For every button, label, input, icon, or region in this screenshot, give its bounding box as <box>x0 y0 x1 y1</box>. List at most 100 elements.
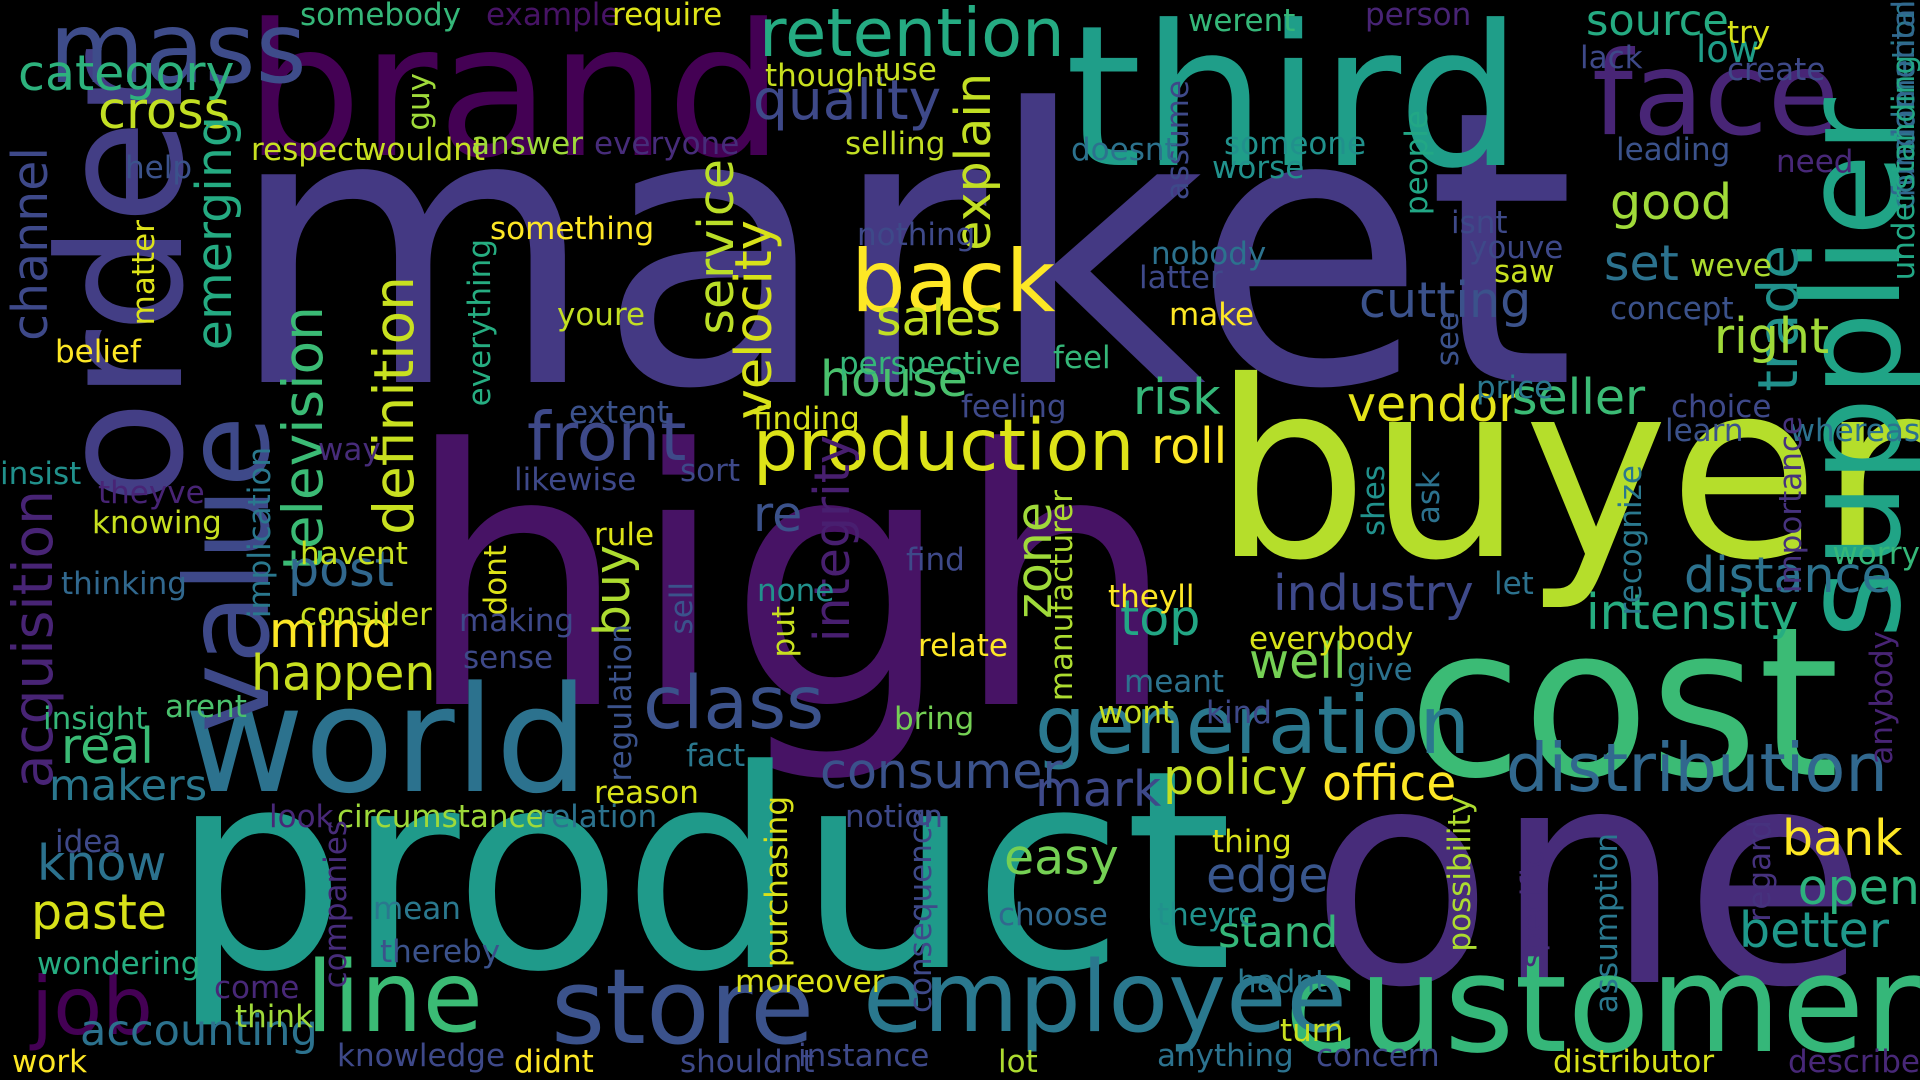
word-knowledge: knowledge <box>337 1038 506 1074</box>
word-create: create <box>1727 52 1826 88</box>
word-possibility: possibility <box>1442 796 1478 952</box>
word-high: high <box>404 374 1178 788</box>
word-emerging: emerging <box>186 116 243 351</box>
word-answer: answer <box>471 126 583 162</box>
word-cutting: cutting <box>1359 272 1532 329</box>
word-regard: regard <box>1742 820 1778 922</box>
word-better: better <box>1739 902 1889 959</box>
word-sell: sell <box>664 582 700 635</box>
word-try: try <box>1727 15 1771 51</box>
word-look: look <box>269 799 334 835</box>
word-policy: policy <box>1163 749 1308 806</box>
word-worry: worry <box>1832 536 1920 572</box>
word-mind: mind <box>269 602 393 659</box>
word-recognize: recognize <box>1613 465 1649 616</box>
word-implication: implication <box>242 447 278 619</box>
word-makers: makers <box>49 761 208 811</box>
word-job: job <box>31 960 153 1053</box>
word-choice: choice <box>1671 389 1772 425</box>
word-let: let <box>1494 566 1534 602</box>
word-quality: quality <box>753 68 942 132</box>
word-didnt: didnt <box>514 1044 594 1080</box>
word-find: find <box>906 542 965 578</box>
word-sort: sort <box>680 453 741 489</box>
word-happen: happen <box>251 645 436 702</box>
word-give: give <box>1347 652 1413 688</box>
word-back: back <box>851 232 1056 332</box>
word-top: top <box>1120 590 1201 647</box>
word-fact: fact <box>686 738 746 774</box>
word-nobody: nobody <box>1151 236 1267 272</box>
word-someone: someone <box>1224 126 1367 162</box>
word-distribution: distribution <box>1506 729 1888 807</box>
word-doesnt: doesnt <box>1071 132 1177 168</box>
word-isnt: isnt <box>1451 205 1508 241</box>
word-work: work <box>12 1044 88 1080</box>
word-youre: youre <box>557 297 646 333</box>
word-none: none <box>757 573 835 609</box>
word-leading: leading <box>1616 132 1731 168</box>
word-production: production <box>753 404 1135 487</box>
word-theyve: theyve <box>98 475 205 511</box>
word-relation: relation <box>539 799 658 835</box>
word-store: store <box>551 946 815 1068</box>
word-think: think <box>235 999 314 1035</box>
word-see: see <box>1430 312 1466 367</box>
word-assumption: assumption <box>1589 833 1625 1014</box>
word-paste: paste <box>31 884 168 941</box>
word-ask: ask <box>1411 471 1447 525</box>
word-set: set <box>1604 235 1679 292</box>
word-somebody: somebody <box>300 0 462 33</box>
word-hadnt: hadnt <box>1237 964 1328 1000</box>
word-regulation: regulation <box>603 624 639 782</box>
word-something: something <box>490 211 655 247</box>
word-vendor: vendor <box>1347 376 1519 433</box>
word-category: category <box>18 45 235 102</box>
word-stand: stand <box>1218 908 1339 958</box>
word-finding: finding <box>753 401 860 437</box>
word-thereby: thereby <box>380 934 501 970</box>
word-easy: easy <box>1004 829 1119 886</box>
word-latter: latter <box>1139 260 1223 296</box>
word-reason: reason <box>594 775 699 811</box>
word-re: re <box>753 486 803 543</box>
word-retention: retention <box>759 0 1065 72</box>
word-wont: wont <box>1098 695 1175 731</box>
word-companies: companies <box>318 820 354 989</box>
word-kind: kind <box>1206 695 1272 731</box>
word-wouldnt: wouldnt <box>361 132 486 168</box>
word-line: line <box>306 941 483 1055</box>
word-concern: concern <box>1316 1038 1440 1074</box>
word-insight: insight <box>43 701 148 737</box>
word-risk: risk <box>1133 369 1221 426</box>
word-turn: turn <box>1280 1013 1344 1049</box>
word-arent: arent <box>165 689 247 725</box>
word-one: one <box>1310 704 1869 1053</box>
word-generation: generation <box>1035 679 1471 772</box>
word-making: making <box>459 603 575 639</box>
word-nothing: nothing <box>857 217 976 253</box>
word-theyll: theyll <box>1108 579 1195 615</box>
word-make: make <box>1169 297 1255 333</box>
word-thing: thing <box>1212 824 1292 860</box>
word-everyone: everyone <box>594 126 740 162</box>
word-low: low <box>1696 28 1760 71</box>
word-way: way <box>318 432 381 468</box>
word-distributor: distributor <box>1553 1044 1715 1080</box>
word-acquisition: acquisition <box>1 490 65 789</box>
word-concept: concept <box>1610 291 1734 327</box>
word-worse: worse <box>1212 150 1305 186</box>
word-understanding: understanding <box>1886 55 1920 281</box>
word-well: well <box>1249 633 1347 690</box>
word-require: require <box>612 0 723 33</box>
word-front: front <box>527 398 687 476</box>
word-matter: matter <box>126 220 162 326</box>
word-belief: belief <box>55 334 141 370</box>
word-mean: mean <box>373 891 461 927</box>
word-specific: specific <box>1515 851 1551 969</box>
word-customer: customer <box>1284 926 1920 1080</box>
word-help: help <box>125 150 193 186</box>
word-example: example <box>486 0 620 33</box>
word-good: good <box>1610 174 1733 231</box>
word-product: product <box>171 712 1233 1033</box>
